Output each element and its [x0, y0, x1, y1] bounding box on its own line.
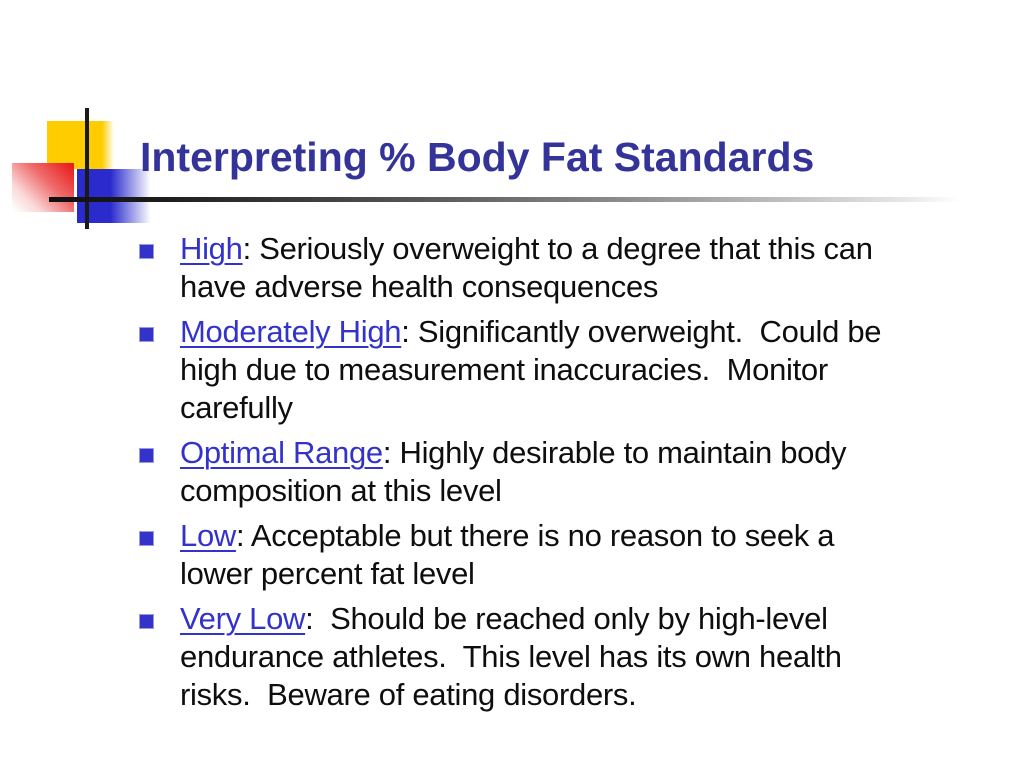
- bullet-square-icon: [139, 614, 154, 629]
- decoration-vertical-line: [85, 108, 89, 229]
- bullet-text: : Highly desirable to maintain body comp…: [180, 435, 847, 508]
- decoration-yellow-square: [47, 121, 114, 169]
- slide-title: Interpreting % Body Fat Standards: [140, 134, 815, 180]
- bullet-item-optimal-range: Optimal Range: Highly desirable to maint…: [139, 434, 988, 510]
- decoration-blue-square: [77, 169, 153, 223]
- bullet-square-icon: [139, 531, 154, 546]
- term-link-high[interactable]: High: [180, 231, 243, 266]
- title-underline-rule: [49, 197, 960, 202]
- decoration-red-square: [12, 163, 74, 212]
- bullet-item-moderately-high: Moderately High: Significantly overweigh…: [139, 313, 988, 427]
- bullet-square-icon: [139, 327, 154, 342]
- bullet-item-low: Low: Acceptable but there is no reason t…: [139, 517, 988, 593]
- bullet-square-icon: [139, 244, 154, 259]
- bullet-square-icon: [139, 448, 154, 463]
- term-link-low[interactable]: Low: [180, 518, 236, 553]
- term-link-very-low[interactable]: Very Low: [180, 601, 306, 636]
- bullet-text: : Significantly overweight. Could be hig…: [180, 314, 882, 425]
- bullet-text: : Seriously overweight to a degree that …: [180, 231, 873, 304]
- bullet-text: : Should be reached only by high-level e…: [180, 601, 842, 712]
- bullet-list: High: Seriously overweight to a degree t…: [139, 230, 988, 721]
- term-link-moderately-high[interactable]: Moderately High: [180, 314, 402, 349]
- term-link-optimal-range[interactable]: Optimal Range: [180, 435, 383, 470]
- bullet-item-high: High: Seriously overweight to a degree t…: [139, 230, 988, 306]
- bullet-text: : Acceptable but there is no reason to s…: [180, 518, 835, 591]
- bullet-item-very-low: Very Low: Should be reached only by high…: [139, 600, 988, 714]
